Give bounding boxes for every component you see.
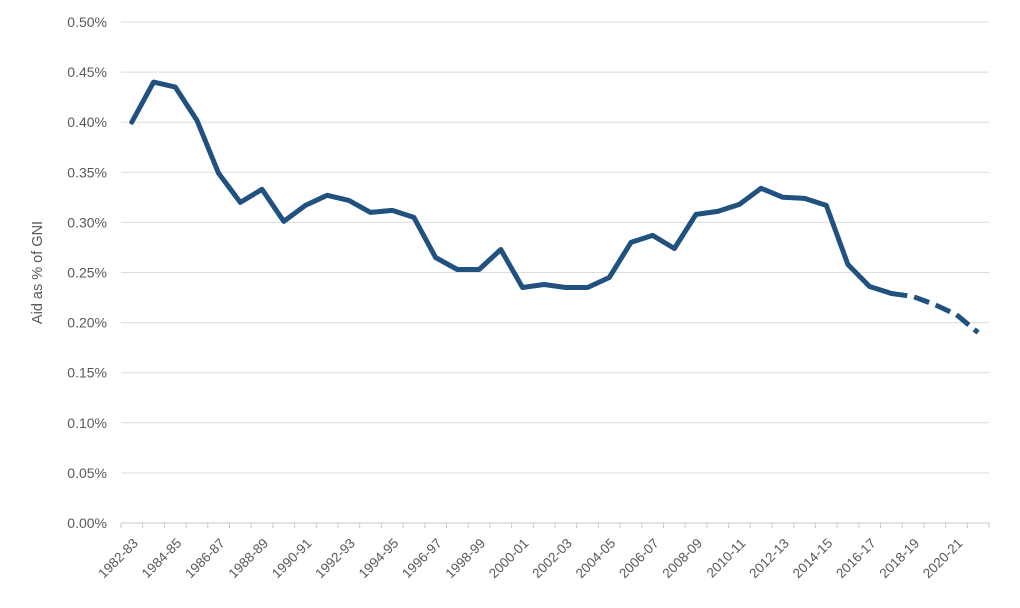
- y-tick-label: 0.15%: [67, 365, 107, 381]
- x-tick-label: 2018-19: [877, 536, 923, 582]
- x-axis-tick-labels: 1982-831984-851986-871988-891990-911992-…: [95, 536, 965, 582]
- y-tick-label: 0.30%: [67, 214, 107, 230]
- x-tick-label: 2000-01: [486, 536, 532, 582]
- x-tick-label: 1990-91: [269, 536, 315, 582]
- y-tick-label: 0.20%: [67, 315, 107, 331]
- y-tick-label: 0.40%: [67, 114, 107, 130]
- y-gridlines: [121, 21, 989, 524]
- y-tick-label: 0.50%: [67, 14, 107, 30]
- y-axis-title: Aid as % of GNI: [30, 221, 46, 324]
- x-tick-label: 2004-05: [573, 536, 619, 582]
- x-tick-label: 1996-97: [399, 536, 445, 582]
- x-tick-label: 2008-09: [660, 536, 706, 582]
- y-tick-label: 0.25%: [67, 265, 107, 281]
- x-tick-label: 2006-07: [616, 536, 662, 582]
- x-axis-ticks: [120, 523, 990, 528]
- x-tick-label: 1998-99: [443, 536, 489, 582]
- y-tick-label: 0.45%: [67, 64, 107, 80]
- x-tick-label: 1994-95: [356, 536, 402, 582]
- x-tick-label: 1986-87: [182, 536, 228, 582]
- y-tick-label: 0.35%: [67, 164, 107, 180]
- x-tick-label: 2016-17: [833, 536, 879, 582]
- x-tick-label: 1984-85: [139, 536, 185, 582]
- x-tick-label: 2014-15: [790, 536, 836, 582]
- x-tick-label: 1992-93: [312, 536, 358, 582]
- x-tick-label: 2002-03: [529, 536, 575, 582]
- aid-line-projection: [891, 291, 980, 335]
- x-tick-label: 1988-89: [226, 536, 272, 582]
- x-tick-label: 2020-21: [920, 536, 966, 582]
- y-tick-label: 0.05%: [67, 465, 107, 481]
- y-tick-label: 0.10%: [67, 415, 107, 431]
- x-tick-label: 1982-83: [95, 536, 141, 582]
- y-axis-tick-labels: 0.00% 0.05% 0.10% 0.15% 0.20% 0.25% 0.30% 0.35%…: [67, 14, 107, 531]
- x-tick-label: 2012-13: [746, 536, 792, 582]
- aid-line-actual: [129, 79, 894, 296]
- y-tick-label: 0.00%: [67, 515, 107, 531]
- x-tick-label: 2010-11: [704, 536, 749, 581]
